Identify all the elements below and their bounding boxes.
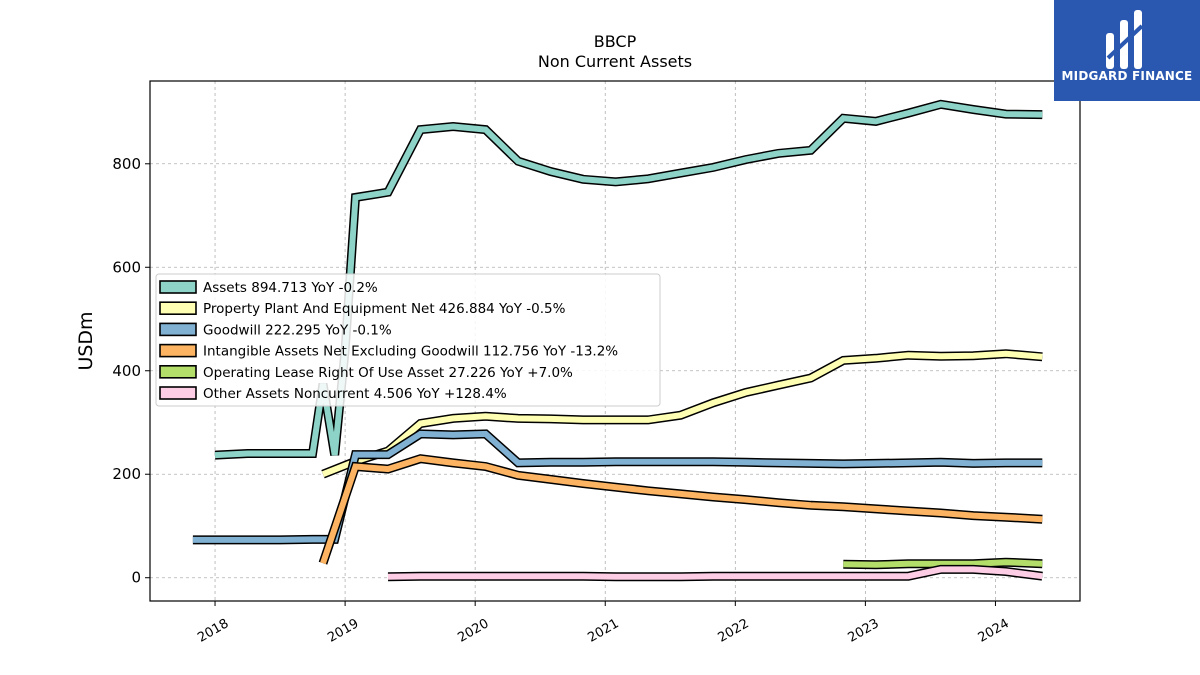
legend-label: Operating Lease Right Of Use Asset 27.22… — [203, 365, 573, 381]
legend-item: Assets 894.713 YoY -0.2% — [159, 280, 378, 296]
y-tick-label: 0 — [131, 569, 141, 587]
legend-label: Other Assets Noncurrent 4.506 YoY +128.4… — [203, 386, 507, 402]
legend-label: Goodwill 222.295 YoY -0.1% — [203, 322, 392, 338]
y-tick-label: 200 — [112, 465, 141, 483]
legend-label: Property Plant And Equipment Net 426.884… — [203, 301, 566, 317]
legend-label: Assets 894.713 YoY -0.2% — [203, 280, 378, 296]
series-assets — [214, 99, 1043, 460]
x-tick-label: 2024 — [976, 616, 1012, 646]
legend-frame — [155, 273, 661, 407]
y-tick-label: 800 — [112, 155, 141, 173]
series-line — [320, 455, 1043, 565]
series-line — [387, 566, 1043, 580]
legend-item: Goodwill 222.295 YoY -0.1% — [159, 322, 392, 338]
y-tick-label: 600 — [112, 258, 141, 276]
legend-swatch — [159, 343, 197, 358]
x-tick-label: 2018 — [195, 616, 231, 646]
midgard-finance-logo: MIDGARD FINANCE — [1054, 0, 1200, 101]
legend-swatch — [159, 301, 197, 316]
legend: Assets 894.713 YoY -0.2% Property Plant A… — [155, 273, 661, 407]
y-axis-label: USDm — [75, 311, 97, 370]
series-line — [214, 101, 1043, 459]
x-tick-label: 2021 — [585, 616, 621, 646]
chart-subtitle: Non Current Assets — [538, 52, 692, 71]
legend-item: Intangible Assets Net Excluding Goodwill… — [159, 343, 618, 360]
series-line — [843, 559, 1043, 568]
y-tick-label: 400 — [112, 362, 141, 380]
series-line — [321, 350, 1043, 477]
legend-label: Intangible Assets Net Excluding Goodwill… — [203, 344, 618, 360]
legend-swatch — [159, 322, 197, 337]
x-tick-label: 2019 — [325, 616, 361, 646]
series-other-assets-noncurrent — [387, 564, 1043, 582]
logo-mark-icon — [1106, 10, 1144, 69]
legend-item: Other Assets Noncurrent 4.506 YoY +128.4… — [159, 386, 507, 402]
x-tick-label: 2023 — [846, 616, 882, 646]
legend-swatch — [159, 364, 197, 379]
series-intangible-assets-net-excluding-goodwill — [318, 454, 1043, 565]
x-tick-label: 2022 — [715, 616, 751, 646]
series-layer — [192, 99, 1043, 582]
x-axis-ticks: 2018 2019 2020 2021 2022 2023 2024 — [195, 601, 1012, 646]
series-property-plant-and-equipment-net — [321, 349, 1043, 479]
y-axis-ticks: 0 200 400 600 800 — [112, 155, 150, 587]
legend-swatch — [159, 386, 197, 400]
series-operating-lease-right-of-use-asset — [843, 557, 1043, 570]
legend-item: Property Plant And Equipment Net 426.884… — [159, 301, 566, 317]
chart-title: BBCP — [594, 32, 637, 51]
logo-text: MIDGARD FINANCE — [1062, 69, 1193, 83]
plot-frame — [149, 80, 1081, 602]
x-tick-label: 2020 — [455, 616, 491, 646]
legend-item: Operating Lease Right Of Use Asset 27.22… — [159, 364, 573, 381]
legend-swatch — [159, 280, 197, 294]
